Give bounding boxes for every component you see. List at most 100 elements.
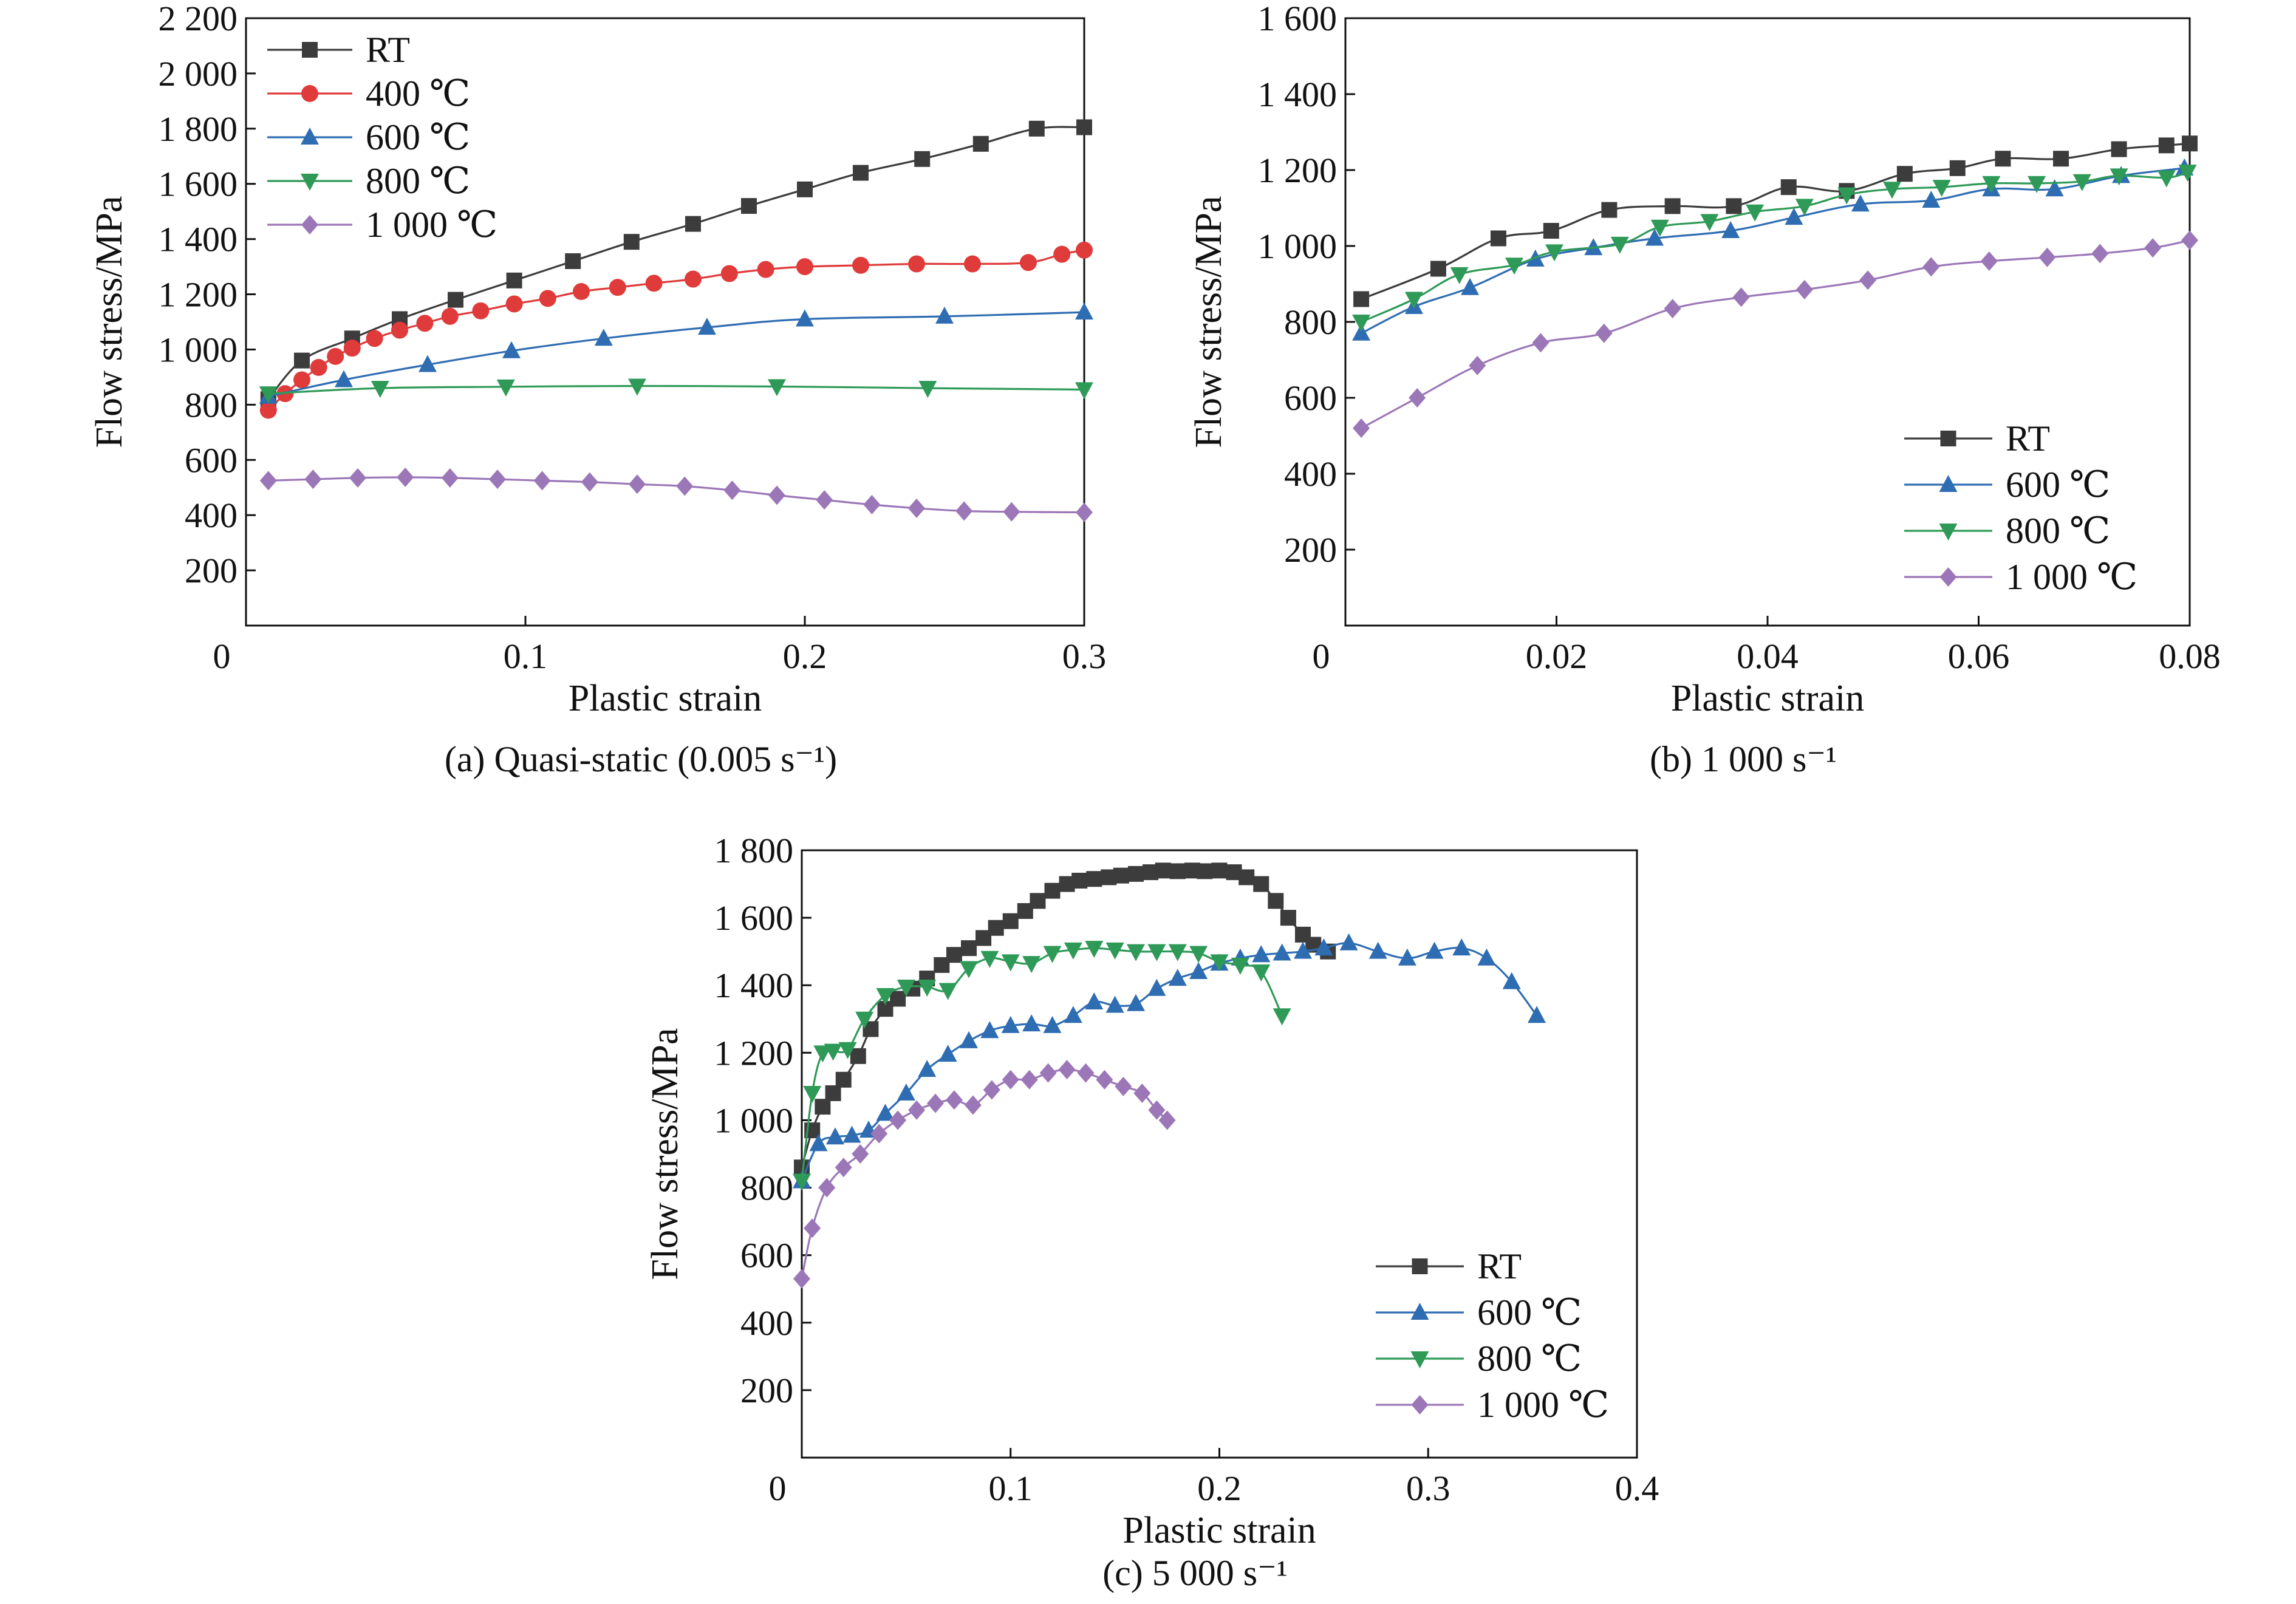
data-point xyxy=(1430,261,1446,277)
data-point xyxy=(391,321,408,339)
data-point xyxy=(698,318,716,335)
data-point xyxy=(1075,382,1093,400)
legend: RT 600 ℃ 800 ℃ 1 000 ℃ xyxy=(1904,418,2137,597)
chart-a: 200 400 600 800 1 000 1 200 1 400 1 600 1 800 2 0… xyxy=(89,0,1106,779)
series-line xyxy=(1361,171,2188,323)
data-point xyxy=(676,476,694,496)
data-point xyxy=(1085,992,1104,1009)
data-point xyxy=(964,255,981,273)
data-point xyxy=(472,302,490,319)
legend-label: 800 ℃ xyxy=(366,161,470,201)
data-point xyxy=(1043,946,1062,963)
data-point xyxy=(1168,969,1187,986)
y-axis-label: Flow stress/MPa xyxy=(1188,196,1229,448)
data-point xyxy=(1028,120,1045,137)
data-point xyxy=(1452,938,1471,956)
data-point xyxy=(1851,194,1870,212)
data-point xyxy=(983,1080,1000,1100)
data-point xyxy=(2028,176,2046,193)
data-point xyxy=(397,467,414,487)
data-point xyxy=(609,279,626,296)
data-point xyxy=(1076,241,1093,259)
chart-caption: (c) 5 000 s⁻¹ xyxy=(1102,1553,1288,1593)
data-point xyxy=(1664,299,1681,319)
series-4 xyxy=(793,1060,1176,1289)
y-tick-label: 1 600 xyxy=(714,898,794,938)
y-tick-label: 400 xyxy=(1284,454,1337,494)
data-point xyxy=(1425,941,1444,959)
legend-marker xyxy=(1939,524,1958,541)
data-point xyxy=(1105,942,1124,960)
x-axis-label: Plastic strain xyxy=(569,678,762,719)
data-point xyxy=(1353,418,1370,438)
x-tick-label: 0.3 xyxy=(1406,1469,1450,1508)
data-point xyxy=(1076,502,1093,522)
data-point xyxy=(1314,938,1333,956)
data-point xyxy=(1528,1006,1546,1023)
data-point xyxy=(908,255,925,273)
data-point xyxy=(1115,1076,1132,1096)
data-point xyxy=(1502,972,1521,989)
data-point xyxy=(1780,179,1797,196)
legend-marker xyxy=(1939,475,1958,492)
data-point xyxy=(1543,223,1559,239)
data-point xyxy=(496,379,515,397)
legend-label: 1 000 ℃ xyxy=(2006,557,2137,597)
data-point xyxy=(2157,170,2176,188)
data-point xyxy=(889,1110,907,1130)
data-point xyxy=(1982,176,2001,193)
y-tick-label: 1 800 xyxy=(159,109,238,149)
data-point xyxy=(1490,230,1506,247)
data-point xyxy=(908,1100,926,1120)
data-point xyxy=(366,330,383,347)
data-point xyxy=(2053,151,2069,167)
data-point xyxy=(594,329,613,346)
data-point xyxy=(870,1124,888,1144)
data-point xyxy=(1071,873,1088,889)
data-point xyxy=(1189,962,1208,979)
data-point xyxy=(1096,1070,1113,1090)
data-point xyxy=(1155,862,1171,879)
data-point xyxy=(818,1178,836,1198)
data-point xyxy=(1469,355,1486,375)
data-point xyxy=(1039,1063,1057,1083)
x-tick-label: 0.1 xyxy=(989,1469,1033,1508)
data-point xyxy=(838,1042,857,1059)
data-point xyxy=(565,253,581,269)
data-point xyxy=(1030,893,1046,909)
data-point xyxy=(1700,214,1719,231)
data-point xyxy=(945,1090,963,1110)
y-tick-label: 1 400 xyxy=(1258,75,1338,114)
data-point xyxy=(1601,202,1618,218)
data-point xyxy=(824,1043,842,1061)
series-5 xyxy=(259,467,1093,522)
data-point xyxy=(1352,323,1371,341)
data-point xyxy=(1127,944,1145,961)
data-point xyxy=(1053,245,1071,263)
data-point xyxy=(1113,867,1129,884)
data-point xyxy=(259,386,278,404)
y-tick-label: 200 xyxy=(185,551,237,590)
data-point xyxy=(1128,865,1144,882)
y-tick-label: 400 xyxy=(185,496,237,535)
data-point xyxy=(816,490,833,510)
data-point xyxy=(1058,1060,1076,1080)
data-point xyxy=(897,980,915,997)
data-point xyxy=(793,1173,811,1191)
data-point xyxy=(1002,913,1019,929)
data-point xyxy=(2038,247,2056,267)
data-point xyxy=(259,401,277,419)
data-point xyxy=(1002,1070,1019,1090)
data-point xyxy=(2111,141,2127,157)
series-1 xyxy=(794,862,1336,1176)
series-2 xyxy=(259,241,1093,419)
data-point xyxy=(825,1085,841,1101)
data-point xyxy=(1169,863,1186,879)
data-point xyxy=(1532,333,1549,353)
data-point xyxy=(835,1158,852,1178)
data-point xyxy=(850,1048,866,1064)
data-point xyxy=(1252,964,1271,981)
data-point xyxy=(853,165,869,181)
